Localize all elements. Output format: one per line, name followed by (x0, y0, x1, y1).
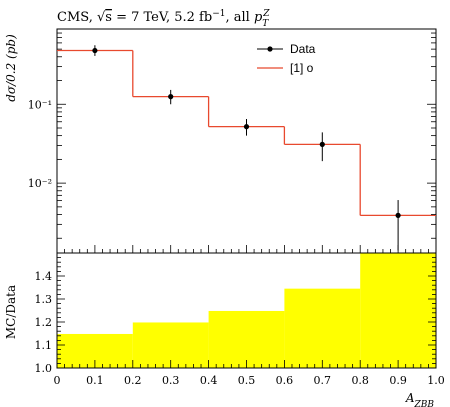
tick-labels-group: 0 0.1 0.2 0.3 0.4 0.5 0.6 0.7 0.8 0.9 1.0 10⁻¹ 10⁻² 1… (28, 98, 445, 387)
y-tick-label: 1.3 (35, 293, 53, 306)
ratio-band-group (57, 253, 436, 368)
y-tick-label: 1.1 (35, 339, 53, 352)
data-point (243, 124, 250, 130)
data-point (92, 47, 98, 54)
x-tick-label: 0.7 (314, 374, 332, 387)
data-point (168, 94, 174, 100)
y-tick-label: 1.0 (35, 362, 53, 375)
upper-ylabel: dσ/0.2 (pb) (4, 34, 18, 102)
legend-data-label: Data (290, 42, 316, 56)
chart-title: CMS, √s = 7 TeV, 5.2 fb−1, all pTZ (57, 9, 270, 29)
x-tick-label: 0.6 (276, 374, 294, 387)
upper-panel-frame (56, 28, 437, 254)
y-tick-label: 1.2 (35, 316, 53, 329)
data-point (319, 141, 325, 147)
lower-ylabel: MC/Data (4, 285, 18, 339)
y-tick-label: 10⁻¹ (28, 98, 52, 111)
x-axis-label: AZBB (405, 391, 435, 407)
lower-panel-frame-top (56, 252, 437, 369)
data-points-group (92, 45, 401, 251)
x-tick-label: 0.8 (351, 374, 369, 387)
y-tick-label: 1.4 (35, 270, 53, 283)
x-tick-label: 0.4 (200, 374, 218, 387)
ratio-bar (208, 310, 285, 368)
legend: Data [1] o (257, 42, 316, 75)
x-tick-label: 0.2 (124, 374, 142, 387)
ratio-bar (284, 288, 361, 368)
x-tick-label: 1.0 (427, 374, 445, 387)
x-tick-label: 0.1 (86, 374, 104, 387)
x-tick-label: 0.3 (162, 374, 180, 387)
ratio-bar (360, 253, 436, 368)
x-tick-label: 0.9 (389, 374, 407, 387)
data-point (395, 212, 401, 218)
x-tick-label: 0.5 (238, 374, 256, 387)
legend-model-label: [1] o (290, 61, 314, 75)
x-tick-label: 0 (54, 374, 61, 387)
legend-data-marker (267, 46, 273, 52)
y-tick-label: 10⁻² (28, 177, 52, 190)
